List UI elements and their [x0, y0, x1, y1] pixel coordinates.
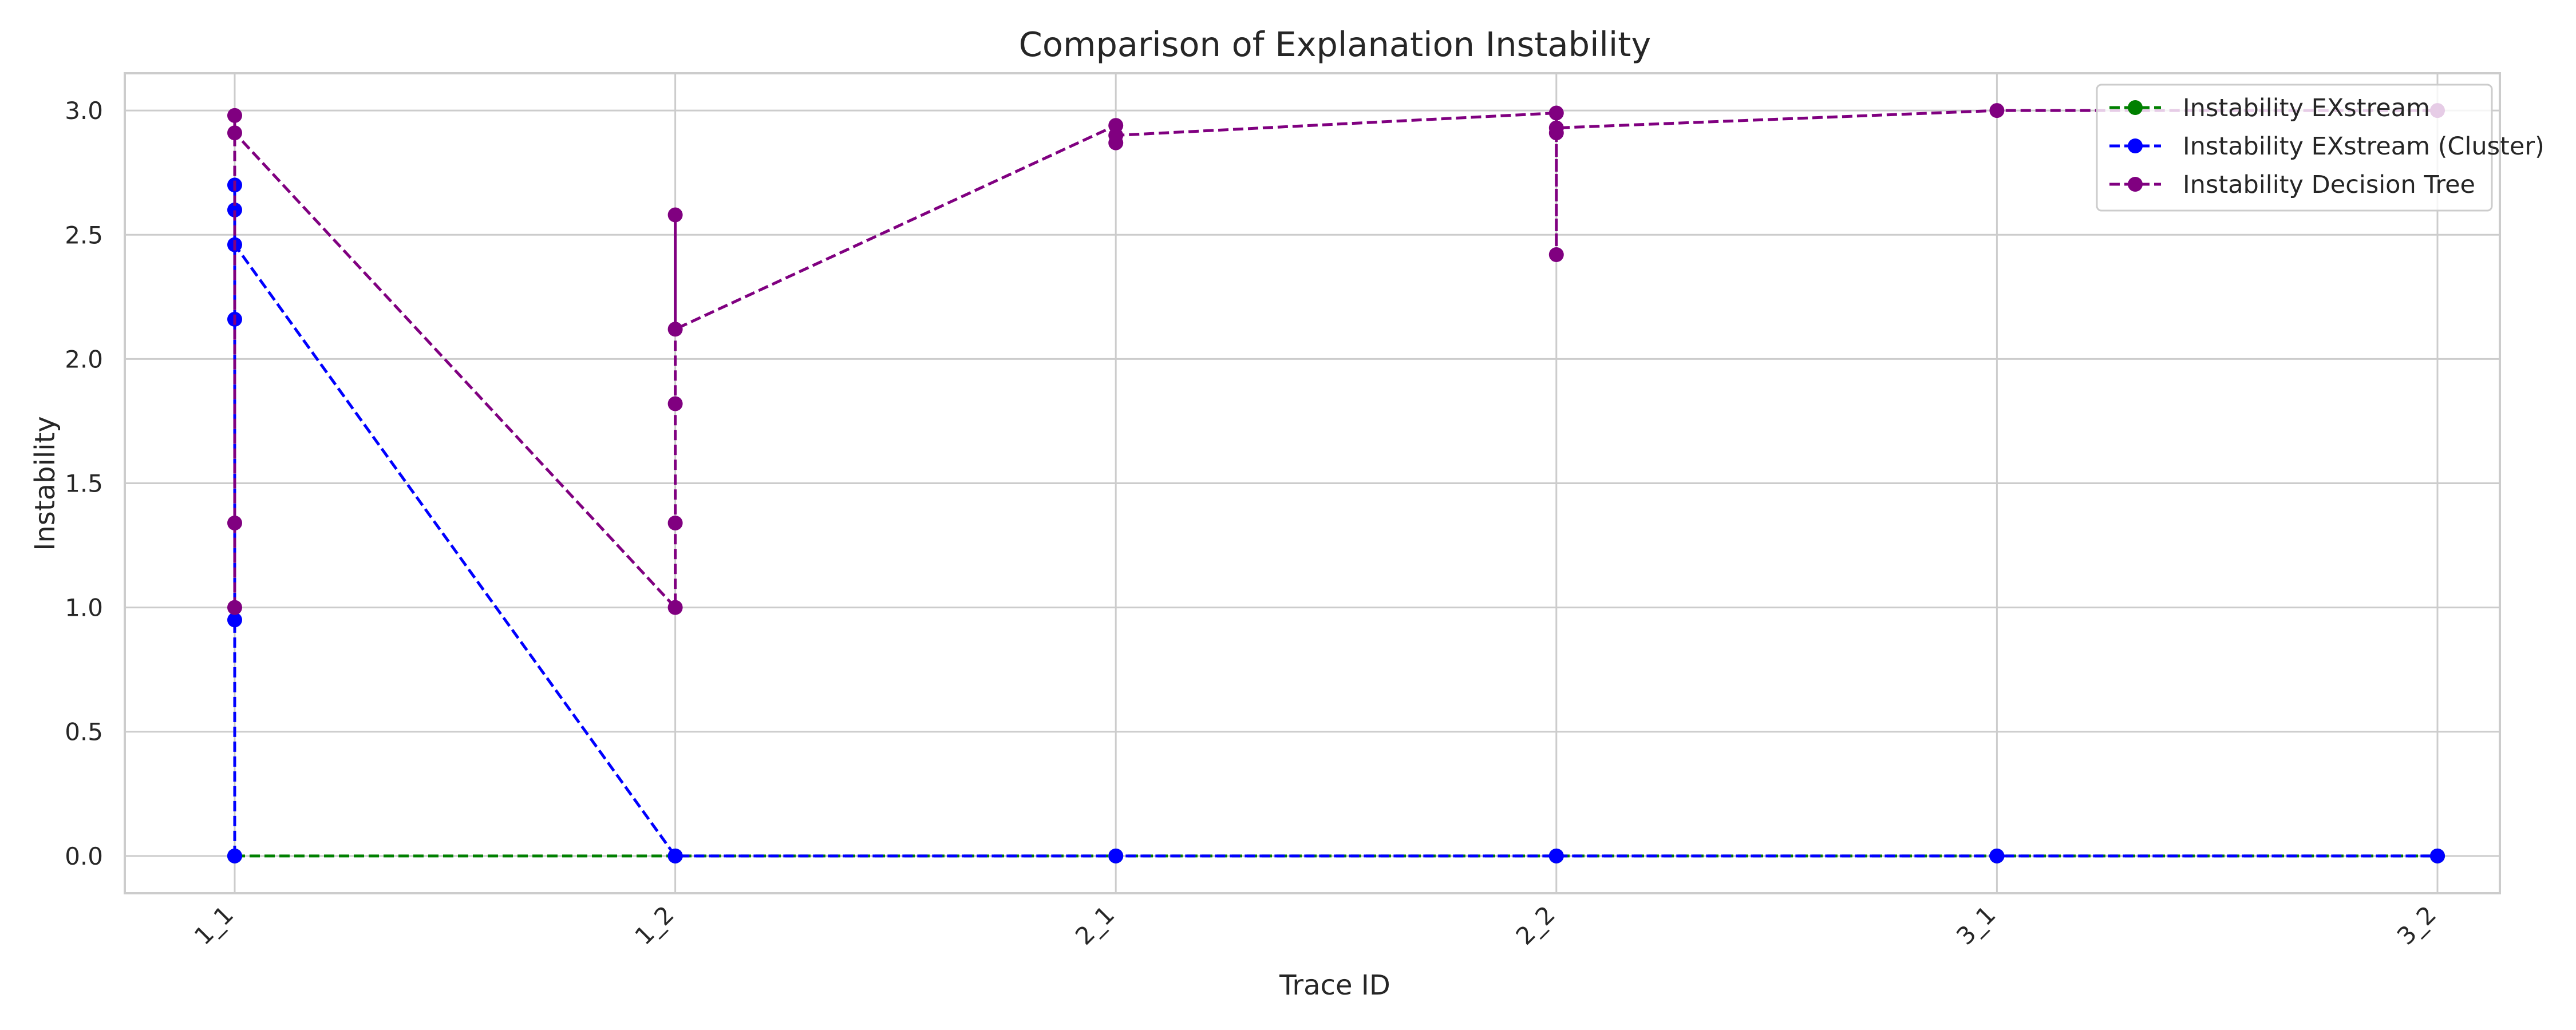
- legend-marker: [2128, 177, 2143, 192]
- data-point: [1548, 105, 1564, 121]
- data-point: [1108, 128, 1124, 143]
- data-point: [667, 515, 683, 530]
- data-point: [227, 848, 242, 863]
- legend-label: Instability EXstream: [2183, 94, 2430, 122]
- y-tick-label: 2.0: [65, 345, 103, 373]
- data-point: [1548, 247, 1564, 262]
- y-tick-label: 1.0: [65, 594, 103, 622]
- x-axis-label: Trace ID: [1279, 969, 1390, 1001]
- data-point: [1108, 848, 1124, 863]
- legend-label: Instability EXstream (Cluster): [2183, 132, 2545, 161]
- series-layer: [227, 103, 2445, 863]
- data-point: [1548, 120, 1564, 136]
- y-axis-label: Instability: [29, 416, 61, 551]
- data-point: [227, 600, 242, 615]
- y-tick-label: 0.5: [65, 718, 103, 746]
- data-point: [227, 515, 242, 530]
- data-point: [1989, 103, 2005, 118]
- data-point: [227, 202, 242, 217]
- legend-marker: [2128, 138, 2143, 153]
- data-point: [2430, 848, 2445, 863]
- data-point: [667, 396, 683, 411]
- data-point: [667, 848, 683, 863]
- data-point: [1989, 848, 2005, 863]
- series-3: [227, 103, 2445, 615]
- y-tick-label: 1.5: [65, 470, 103, 498]
- data-point: [1548, 848, 1564, 863]
- y-tick-label: 3.0: [65, 97, 103, 125]
- data-point: [667, 322, 683, 337]
- legend-marker: [2128, 100, 2143, 115]
- data-point: [667, 207, 683, 223]
- legend-label: Instability Decision Tree: [2183, 171, 2475, 199]
- data-point: [227, 125, 242, 141]
- legend-box: [2096, 84, 2493, 212]
- y-tick-label: 2.5: [65, 221, 103, 249]
- plot-frame: [124, 72, 2501, 894]
- chart-title: Comparison of Explanation Instability: [1019, 25, 1652, 64]
- y-tick-label: 0.0: [65, 842, 103, 870]
- data-point: [667, 600, 683, 615]
- data-point: [227, 108, 242, 123]
- data-point: [227, 612, 242, 628]
- legend: Instability EXstream Instability EXstream…: [2096, 84, 2545, 212]
